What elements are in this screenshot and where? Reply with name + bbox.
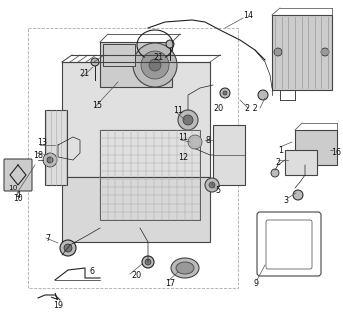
Circle shape bbox=[274, 48, 282, 56]
Text: 21: 21 bbox=[153, 52, 163, 61]
Ellipse shape bbox=[176, 262, 194, 274]
Text: 20: 20 bbox=[131, 271, 141, 281]
Text: 17: 17 bbox=[165, 278, 175, 287]
Circle shape bbox=[133, 43, 177, 87]
Text: 5: 5 bbox=[215, 186, 221, 195]
Text: 20: 20 bbox=[213, 103, 223, 113]
FancyBboxPatch shape bbox=[266, 220, 312, 269]
Circle shape bbox=[258, 90, 268, 100]
Text: 21: 21 bbox=[79, 68, 89, 77]
Circle shape bbox=[64, 244, 72, 252]
Circle shape bbox=[209, 182, 215, 188]
Circle shape bbox=[166, 40, 174, 48]
Circle shape bbox=[183, 115, 193, 125]
Circle shape bbox=[321, 48, 329, 56]
Text: 14: 14 bbox=[243, 11, 253, 20]
FancyBboxPatch shape bbox=[295, 130, 337, 165]
Text: 18: 18 bbox=[33, 150, 43, 159]
Circle shape bbox=[188, 135, 202, 149]
Text: 7: 7 bbox=[45, 234, 50, 243]
FancyBboxPatch shape bbox=[45, 110, 67, 185]
Text: 13: 13 bbox=[37, 138, 47, 147]
Text: 19: 19 bbox=[53, 300, 63, 309]
FancyBboxPatch shape bbox=[62, 177, 210, 242]
Bar bbox=[28, 28, 238, 288]
Circle shape bbox=[149, 59, 161, 71]
Text: 16: 16 bbox=[331, 148, 341, 156]
Text: 10: 10 bbox=[13, 194, 23, 203]
Text: 11: 11 bbox=[178, 132, 188, 141]
Circle shape bbox=[142, 256, 154, 268]
Circle shape bbox=[47, 157, 53, 163]
FancyBboxPatch shape bbox=[213, 125, 245, 185]
Text: 4: 4 bbox=[15, 190, 21, 199]
Circle shape bbox=[43, 153, 57, 167]
FancyBboxPatch shape bbox=[62, 62, 210, 177]
Text: 6: 6 bbox=[90, 268, 95, 276]
Circle shape bbox=[60, 240, 76, 256]
FancyBboxPatch shape bbox=[4, 159, 32, 191]
Circle shape bbox=[141, 51, 169, 79]
Circle shape bbox=[145, 259, 151, 265]
Circle shape bbox=[178, 110, 198, 130]
Ellipse shape bbox=[171, 258, 199, 278]
Circle shape bbox=[293, 190, 303, 200]
Circle shape bbox=[91, 58, 99, 66]
FancyBboxPatch shape bbox=[100, 42, 172, 87]
FancyBboxPatch shape bbox=[103, 44, 135, 66]
Text: 1: 1 bbox=[279, 146, 284, 155]
Circle shape bbox=[205, 178, 219, 192]
Text: 2 2: 2 2 bbox=[245, 103, 257, 113]
Text: 15: 15 bbox=[92, 100, 102, 109]
Circle shape bbox=[220, 88, 230, 98]
Text: 12: 12 bbox=[178, 153, 188, 162]
Bar bbox=[100, 130, 200, 220]
Text: 3: 3 bbox=[284, 196, 288, 204]
Text: 2: 2 bbox=[275, 157, 281, 166]
Circle shape bbox=[223, 91, 227, 95]
Text: 10: 10 bbox=[8, 185, 18, 191]
FancyBboxPatch shape bbox=[272, 15, 332, 90]
Text: 8: 8 bbox=[205, 135, 211, 145]
Text: 9: 9 bbox=[253, 278, 259, 287]
FancyBboxPatch shape bbox=[285, 150, 317, 175]
Circle shape bbox=[271, 169, 279, 177]
Text: 11: 11 bbox=[173, 106, 183, 115]
